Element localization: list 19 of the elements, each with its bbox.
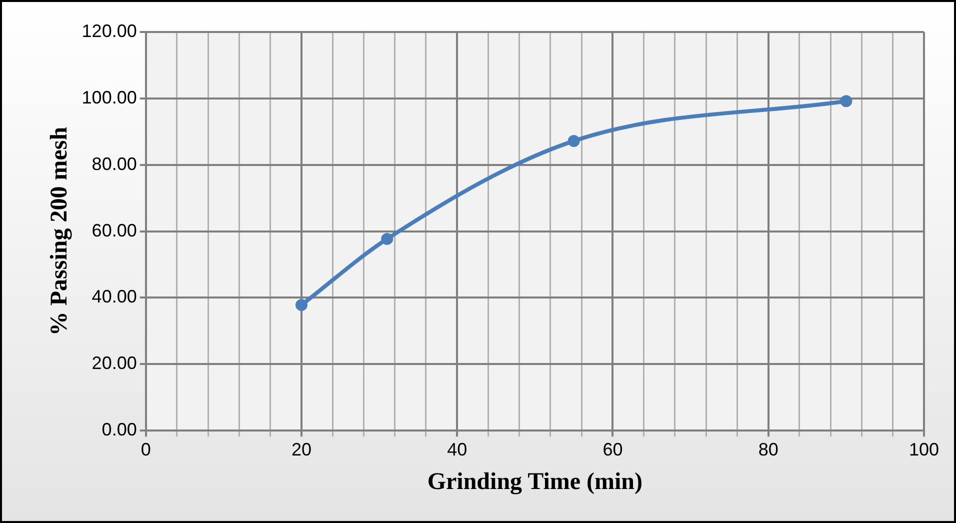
x-tick-label: 40: [447, 439, 468, 460]
x-tick-label: 20: [291, 439, 312, 460]
x-tick-label: 100: [908, 439, 940, 460]
y-tick-label: 60.00: [92, 220, 137, 240]
point: [840, 95, 852, 108]
x-axis-title: Grinding Time (min): [427, 468, 643, 495]
x-tick-label: 80: [758, 439, 778, 460]
y-tick-label: 100.00: [82, 87, 137, 108]
y-tick-label: 80.00: [92, 154, 137, 174]
y-axis-title: % Passing 200 mesh: [46, 126, 73, 336]
point: [295, 299, 308, 312]
x-tick-label: 60: [602, 439, 623, 460]
y-tick-label: 20.00: [92, 353, 137, 374]
point: [568, 134, 580, 147]
y-tick-label: 120.00: [82, 20, 137, 41]
x-tick-label: 0: [140, 439, 151, 460]
y-tick-label: 40.00: [92, 286, 137, 307]
y-tick-label: 0.00: [102, 420, 137, 440]
point: [381, 232, 394, 245]
